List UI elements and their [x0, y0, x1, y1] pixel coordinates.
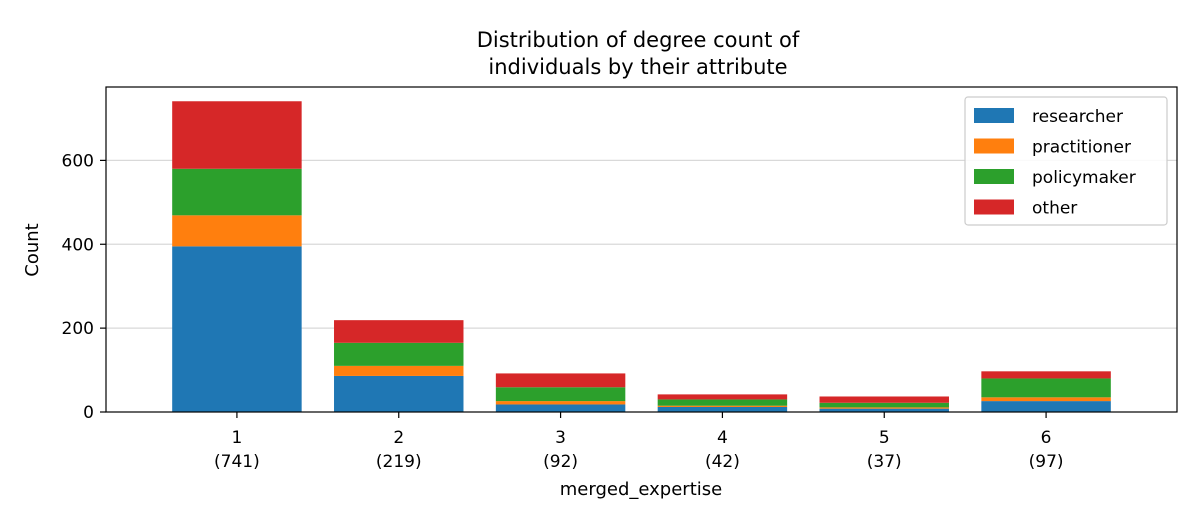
bar-segment-policymaker [657, 399, 788, 406]
plot-frame [105, 86, 1178, 413]
bar-segment-practitioner [495, 401, 626, 405]
bar-segment-researcher [819, 408, 949, 412]
x-tick-count-label: (42) [705, 452, 740, 472]
legend-box [964, 96, 1168, 226]
legend-swatch-policymaker [974, 169, 1014, 184]
bars [172, 101, 1111, 412]
x-tick-label: 1 [232, 428, 243, 448]
bar-segment-practitioner [657, 405, 788, 407]
legend: researcher practitioner policymaker other [964, 96, 1168, 226]
y-tick-label: 400 [62, 235, 94, 255]
legend-label: other [1032, 199, 1077, 219]
chart-title: Distribution of degree count of individua… [477, 28, 800, 79]
y-tick-label: 0 [83, 403, 94, 423]
x-tick-label: 6 [1041, 428, 1052, 448]
bar-segment-other [981, 371, 1111, 379]
x-axis-label: merged_expertise [560, 479, 722, 500]
bar-segment-other [495, 373, 626, 388]
bar-segment-researcher [657, 406, 788, 412]
bar-segment-practitioner [334, 365, 464, 376]
legend-label: policymaker [1032, 168, 1136, 188]
legend-swatch-practitioner [974, 138, 1014, 154]
x-axis: 1 (741) 2 (219) 3 (92) 4 (42) 5 (37) 6 (97) [214, 412, 1064, 472]
x-tick-count-label: (741) [214, 452, 260, 472]
bar-segment-policymaker [981, 378, 1111, 398]
y-axis: 0 200 400 600 [62, 151, 106, 423]
bar-segment-other [172, 101, 302, 169]
y-tick-label: 600 [62, 151, 94, 171]
x-tick-count-label: (37) [867, 452, 902, 472]
legend-label: researcher [1032, 107, 1123, 127]
x-tick-count-label: (219) [376, 452, 422, 472]
x-tick-label: 2 [393, 428, 404, 448]
x-tick-label: 4 [717, 428, 728, 448]
bar-segment-policymaker [495, 387, 626, 402]
y-tick-label: 200 [62, 319, 94, 339]
bar-segment-researcher [981, 401, 1111, 412]
legend-label: practitioner [1032, 138, 1131, 158]
legend-swatch-researcher [974, 108, 1014, 123]
legend-swatch-other [974, 199, 1014, 215]
bar-segment-researcher [334, 375, 464, 412]
y-axis-label: Count [22, 223, 43, 276]
x-tick-count-label: (97) [1029, 452, 1064, 472]
bar-segment-policymaker [172, 168, 302, 216]
x-tick-label: 3 [555, 428, 566, 448]
bar-segment-practitioner [172, 215, 302, 247]
bar-segment-other [657, 394, 788, 400]
bar-segment-other [819, 396, 949, 403]
bar-segment-researcher [495, 404, 626, 412]
bar-segment-other [334, 320, 464, 343]
x-tick-count-label: (92) [543, 452, 578, 472]
bar-segment-practitioner [819, 407, 949, 409]
bar-segment-practitioner [981, 397, 1111, 402]
bar-segment-policymaker [819, 402, 949, 408]
x-tick-label: 5 [879, 428, 890, 448]
bar-segment-researcher [172, 246, 302, 412]
chart-title-line: individuals by their attribute [488, 55, 787, 79]
chart-title-line: Distribution of degree count of [477, 28, 800, 52]
bar-segment-policymaker [334, 342, 464, 366]
